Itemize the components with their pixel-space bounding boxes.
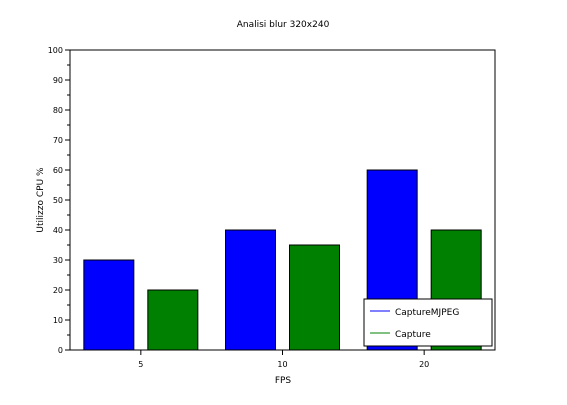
legend: CaptureMJPEG Capture bbox=[363, 298, 493, 347]
legend-box bbox=[363, 298, 493, 347]
y-tick-label: 60 bbox=[53, 166, 63, 175]
bar-capturemjpeg-10 bbox=[225, 229, 276, 351]
x-tick-label: 20 bbox=[419, 360, 429, 369]
bar-capture-10 bbox=[289, 244, 340, 351]
y-tick-label: 90 bbox=[53, 76, 63, 85]
y-tick-label: 50 bbox=[53, 196, 63, 205]
legend-label: Capture bbox=[395, 330, 431, 340]
x-tick-label: 5 bbox=[138, 360, 143, 369]
x-axis: 5 10 20 bbox=[138, 350, 429, 369]
legend-label: CaptureMJPEG bbox=[395, 308, 459, 318]
y-tick-label: 70 bbox=[53, 136, 63, 145]
y-tick-label: 0 bbox=[58, 346, 63, 355]
y-axis-label: Utilizzo CPU % bbox=[36, 167, 46, 233]
y-axis: 0 10 20 30 40 50 60 70 80 90 100 bbox=[48, 46, 70, 355]
x-tick-label: 10 bbox=[277, 360, 287, 369]
y-tick-label: 30 bbox=[53, 256, 63, 265]
y-tick-label: 10 bbox=[53, 316, 63, 325]
bar-capturemjpeg-5 bbox=[83, 259, 135, 351]
y-tick-label: 20 bbox=[53, 286, 63, 295]
chart-title: Analisi blur 320x240 bbox=[237, 20, 330, 30]
y-tick-label: 40 bbox=[53, 226, 63, 235]
y-tick-label: 100 bbox=[48, 46, 63, 55]
y-tick-label: 80 bbox=[53, 106, 63, 115]
bar-capture-5 bbox=[147, 289, 199, 351]
x-axis-label: FPS bbox=[275, 376, 292, 386]
